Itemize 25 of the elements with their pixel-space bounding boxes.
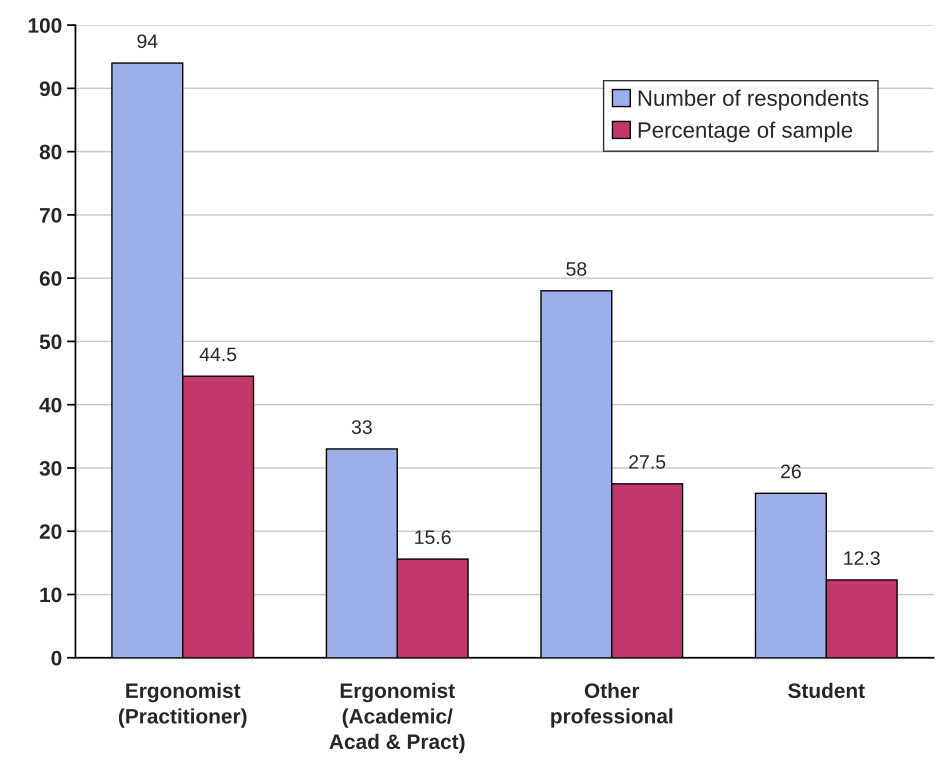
y-tick-label: 0 xyxy=(51,650,62,666)
data-label: 12.3 xyxy=(844,551,880,565)
x-tick-label: Ergonomist (Academic/ Acad & Pract) xyxy=(329,682,465,754)
y-tick-label: 100 xyxy=(28,18,62,33)
y-tick-label: 40 xyxy=(39,398,62,412)
y-tick-label: 70 xyxy=(40,208,62,223)
y-tick-label: 60 xyxy=(40,271,62,286)
y-tick-label: 30 xyxy=(40,460,62,476)
x-tick-label: Ergonomist (Practitioner) xyxy=(118,682,246,728)
x-tick-label: Student xyxy=(788,682,865,698)
data-label: 44.5 xyxy=(200,348,236,362)
legend-label: Number of respondents xyxy=(638,90,868,110)
y-tick-label: 20 xyxy=(40,524,62,539)
data-label: 26 xyxy=(781,464,801,478)
y-tick-label: 90 xyxy=(40,81,62,96)
x-tick-label: Other professional xyxy=(551,682,672,728)
data-label: 58 xyxy=(566,262,586,276)
y-tick-label: 10 xyxy=(40,588,62,602)
data-label: 94 xyxy=(137,34,158,48)
data-label: 33 xyxy=(352,420,372,434)
y-tick-label: 80 xyxy=(40,144,62,160)
data-label: 15.6 xyxy=(415,530,451,544)
data-label: 27.5 xyxy=(629,455,666,469)
y-tick-label: 50 xyxy=(40,334,62,350)
legend-label: Percentage of sample xyxy=(638,122,852,142)
